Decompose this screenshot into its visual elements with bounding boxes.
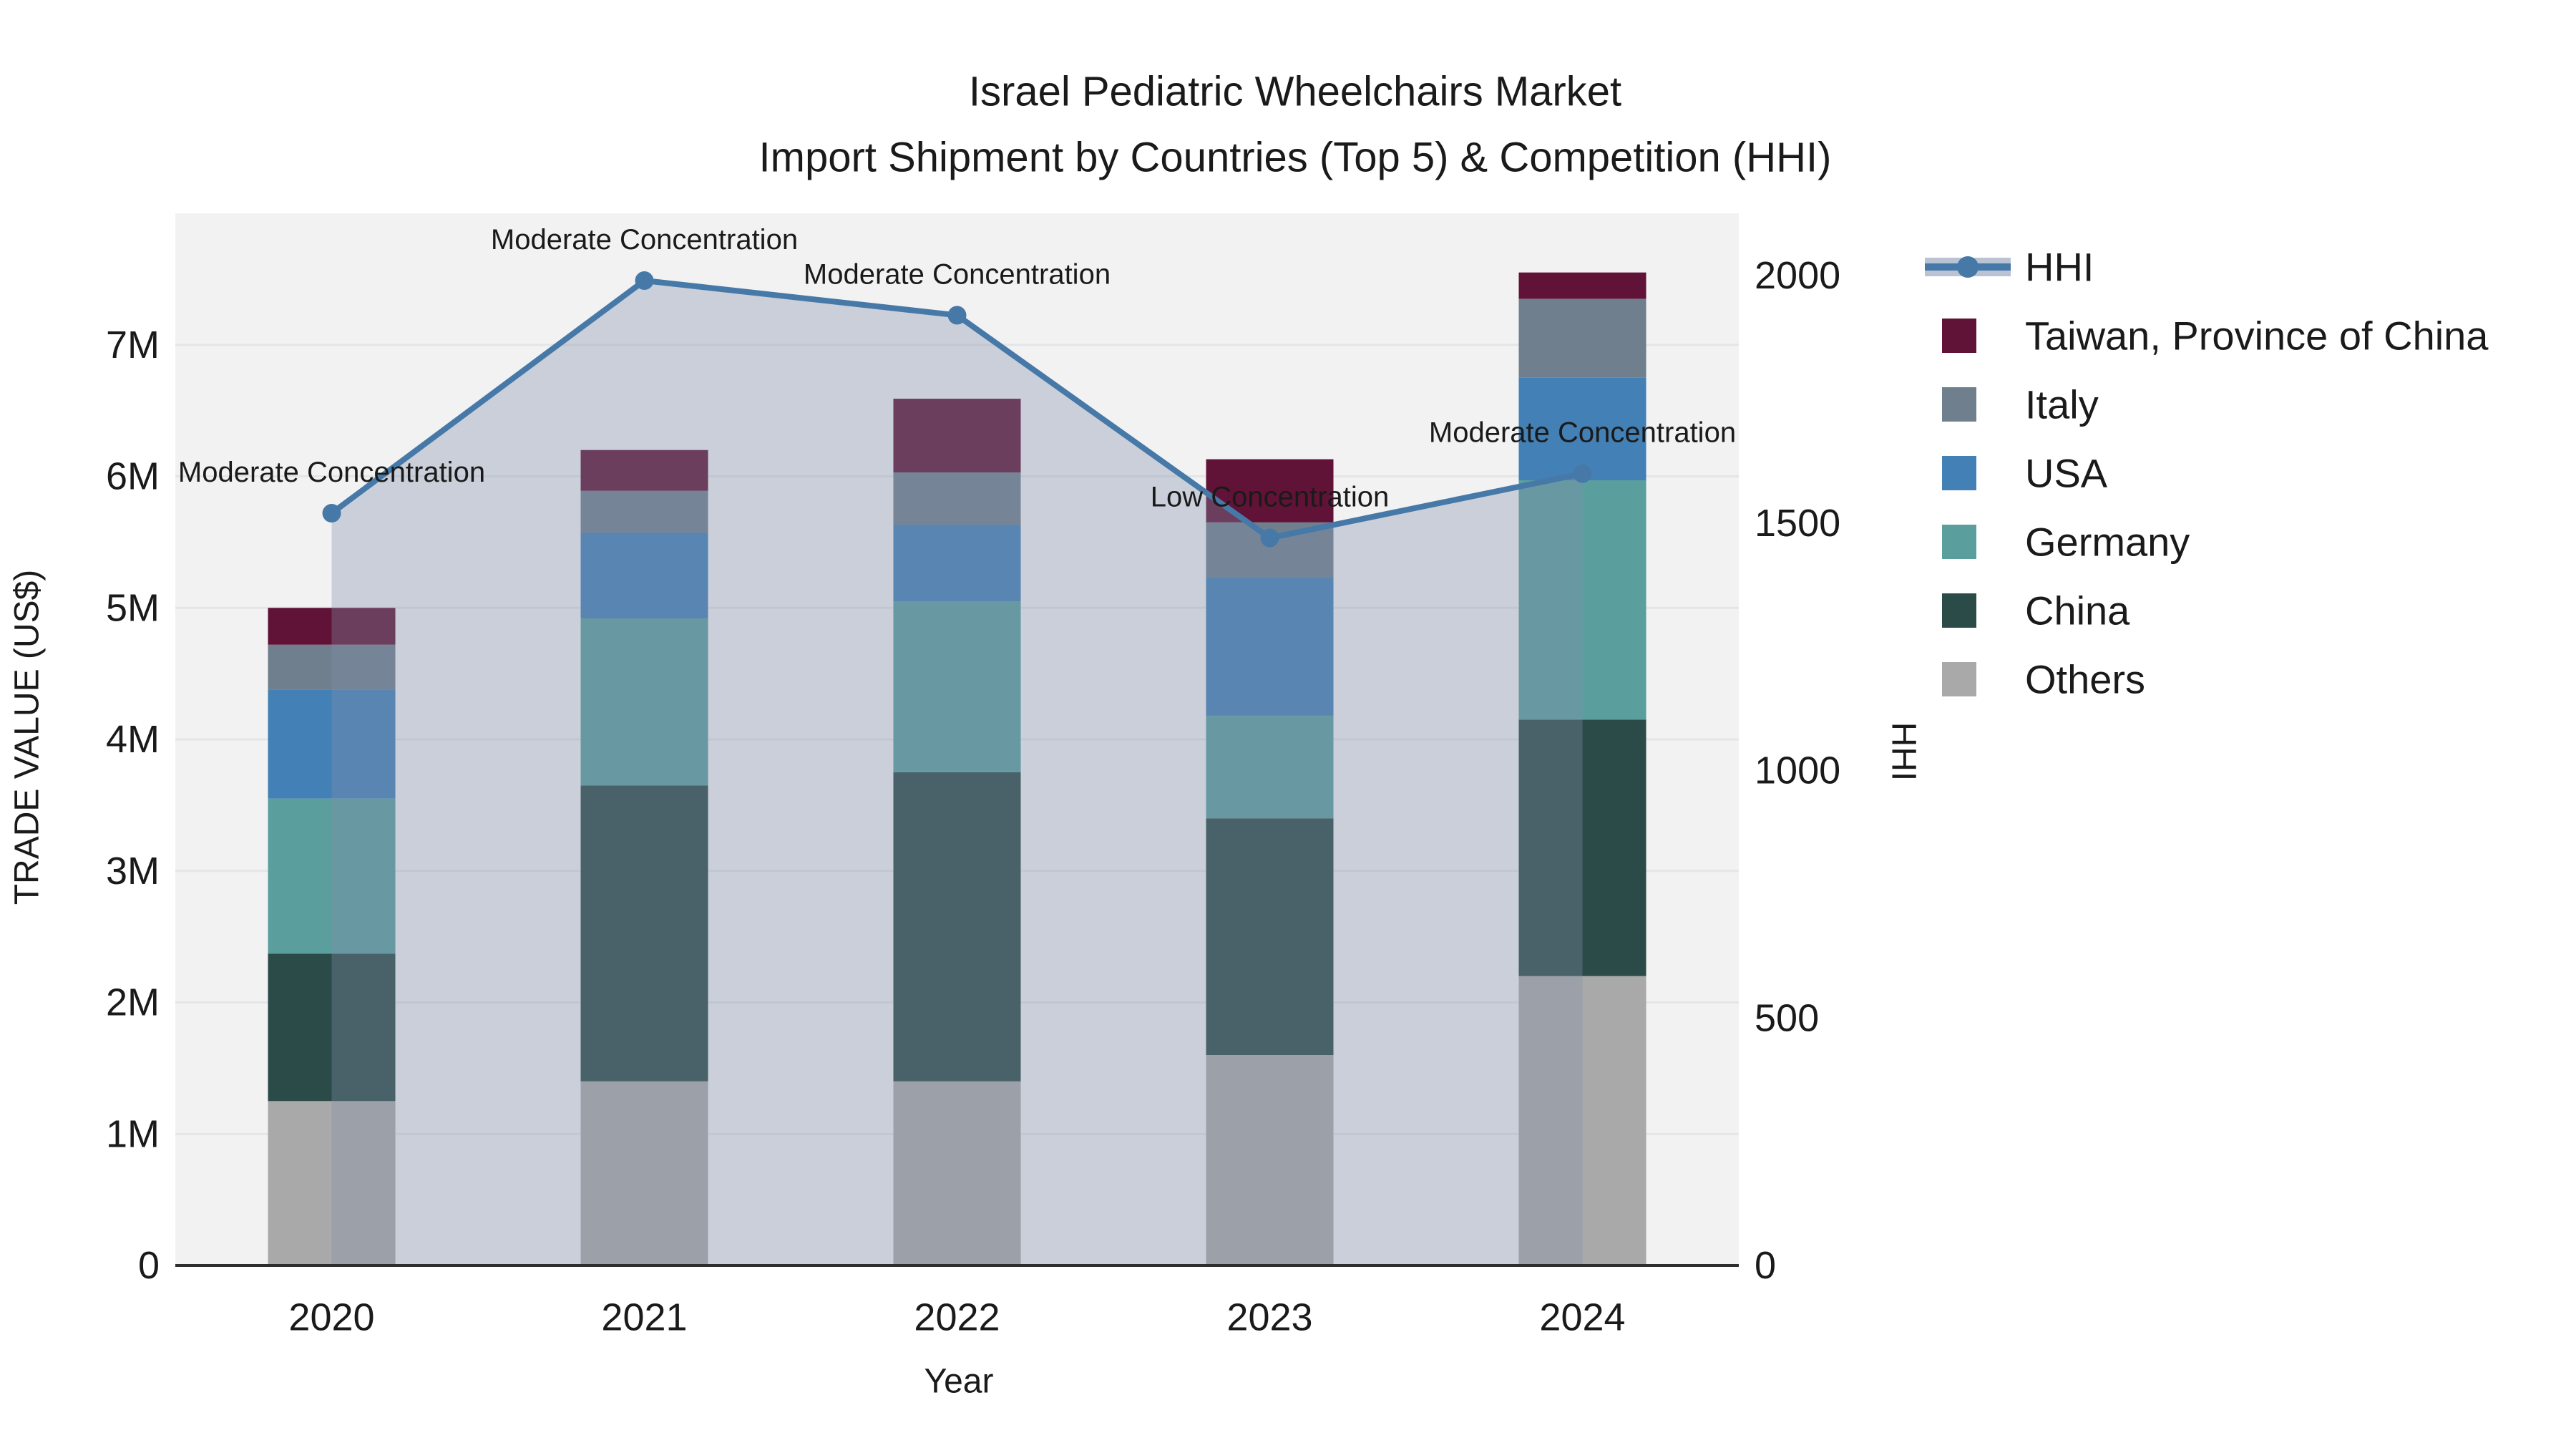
y-right-tick-1000: 1000: [1755, 749, 1840, 792]
legend-label-taiwan-province-of-china: Taiwan, Province of China: [2025, 314, 2489, 359]
legend-swatch-china: [1942, 593, 1976, 628]
hhi-marker-2024: [1573, 464, 1592, 483]
bar-segment-germany-2021: [580, 618, 708, 786]
y-left-tick-2M: 2M: [106, 981, 160, 1024]
hhi-line: [322, 271, 1592, 548]
x-tick-2022: 2022: [914, 1296, 1000, 1338]
bar-segment-usa-2021: [580, 533, 708, 618]
hhi-area-fill: [331, 281, 1583, 1265]
legend-swatch-others: [1942, 662, 1976, 696]
legend: HHI Taiwan, Province of China Italy USA Germ…: [1925, 245, 2489, 702]
legend-label-germany: Germany: [2025, 520, 2190, 565]
bar-segment-italy-2021: [580, 490, 708, 533]
bar-segment-taiwan-province-of-china-2020: [268, 608, 396, 645]
annotation-2022: Moderate Concentration: [804, 258, 1111, 290]
bar-segment-others-2024: [1518, 976, 1646, 1265]
legend-swatch-italy: [1942, 387, 1976, 422]
legend-label-italy: Italy: [2025, 382, 2099, 427]
y-right-tick-2000: 2000: [1755, 254, 1840, 297]
legend-swatch-germany: [1942, 525, 1976, 559]
stacked-bars: [268, 272, 1646, 1265]
legend-label-hhi: HHI: [2025, 245, 2094, 290]
bar-segment-china-2022: [893, 772, 1021, 1082]
bar-segment-italy-2020: [268, 644, 396, 690]
bar-segment-germany-2022: [893, 601, 1021, 772]
bar-segment-others-2020: [268, 1101, 396, 1265]
bar-segment-china-2020: [268, 953, 396, 1102]
legend-swatch-taiwan-province-of-china: [1942, 319, 1976, 353]
y-left-tick-3M: 3M: [106, 850, 160, 893]
y-left-tick-7M: 7M: [106, 324, 160, 366]
y-right-tick-1500: 1500: [1755, 502, 1840, 545]
bar-segment-taiwan-province-of-china-2022: [893, 399, 1021, 472]
bar-segment-china-2021: [580, 785, 708, 1082]
x-tick-2021: 2021: [601, 1296, 687, 1338]
annotation-2020: Moderate Concentration: [178, 457, 485, 488]
x-tick-2024: 2024: [1539, 1296, 1625, 1338]
annotation-2024: Moderate Concentration: [1429, 417, 1736, 449]
bar-segment-usa-2022: [893, 525, 1021, 602]
bar-segment-germany-2023: [1206, 715, 1334, 819]
hhi-area: [331, 281, 1583, 1265]
bar-segment-others-2022: [893, 1081, 1021, 1265]
bar-segment-italy-2024: [1518, 298, 1646, 378]
y-left-tick-0: 0: [138, 1244, 160, 1287]
tick-labels: 0 1M 2M 3M 4M 5M 6M 7M 0 500 1000 1500 2000 2020 2021 2…: [106, 254, 1840, 1338]
legend-label-others: Others: [2025, 657, 2145, 702]
legend-swatch-usa: [1942, 456, 1976, 490]
legend-label-usa: USA: [2025, 451, 2108, 496]
y-right-tick-500: 500: [1755, 996, 1819, 1039]
y-axis-label-right: HHI: [1885, 722, 1923, 782]
x-axis-label: Year: [924, 1363, 994, 1401]
bar-segment-taiwan-province-of-china-2021: [580, 449, 708, 491]
y-left-tick-5M: 5M: [106, 586, 160, 629]
y-right-tick-0: 0: [1755, 1244, 1776, 1287]
bar-segment-usa-2020: [268, 689, 396, 799]
chart-title-line1: Israel Pediatric Wheelchairs Market: [969, 69, 1621, 115]
bar-segment-china-2023: [1206, 818, 1334, 1055]
bar-segment-usa-2024: [1518, 377, 1646, 481]
bar-segment-taiwan-province-of-china-2024: [1518, 272, 1646, 299]
bar-segment-taiwan-province-of-china-2023: [1206, 459, 1334, 523]
x-tick-2020: 2020: [288, 1296, 374, 1338]
bar-segment-germany-2020: [268, 798, 396, 954]
hhi-marker-2020: [322, 504, 341, 523]
y-left-tick-1M: 1M: [106, 1112, 160, 1155]
bar-segment-usa-2023: [1206, 577, 1334, 716]
chart-title-line2: Import Shipment by Countries (Top 5) & C…: [759, 135, 1832, 181]
x-tick-2023: 2023: [1226, 1296, 1312, 1338]
legend-swatch-marker-hhi: [1957, 256, 1979, 278]
y-left-tick-4M: 4M: [106, 718, 160, 761]
annotation-2023: Low Concentration: [1151, 482, 1390, 513]
hhi-marker-2023: [1260, 528, 1279, 548]
legend-label-china: China: [2025, 588, 2130, 633]
bar-segment-others-2023: [1206, 1055, 1334, 1265]
y-axis-label-left: TRADE VALUE (US$): [9, 570, 47, 905]
y-left-tick-6M: 6M: [106, 455, 160, 498]
bar-segment-italy-2022: [893, 472, 1021, 525]
annotation-2021: Moderate Concentration: [491, 224, 798, 256]
bar-segment-germany-2024: [1518, 480, 1646, 720]
bar-segment-others-2021: [580, 1081, 708, 1265]
bar-segment-china-2024: [1518, 719, 1646, 976]
hhi-marker-2022: [947, 306, 967, 325]
hhi-marker-2021: [635, 271, 654, 291]
